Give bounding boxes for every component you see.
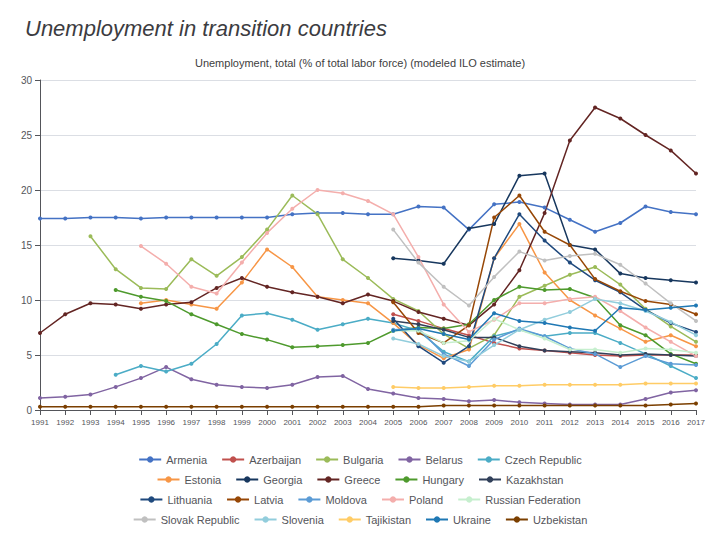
svg-text:2007: 2007 [435,418,453,427]
svg-text:2001: 2001 [283,418,301,427]
svg-text:2010: 2010 [510,418,528,427]
svg-text:1992: 1992 [56,418,74,427]
svg-text:15: 15 [21,240,33,251]
svg-text:Unemployment, total (% of tota: Unemployment, total (% of total labor fo… [195,57,525,69]
svg-text:2013: 2013 [586,418,604,427]
svg-text:30: 30 [21,75,33,86]
svg-text:2014: 2014 [611,418,629,427]
svg-text:5: 5 [26,350,32,361]
svg-text:1991: 1991 [31,418,49,427]
svg-text:Slovak Republic: Slovak Republic [161,514,240,526]
svg-text:1997: 1997 [182,418,200,427]
svg-text:2017: 2017 [687,418,705,427]
svg-text:Georgia: Georgia [263,474,303,486]
svg-text:2003: 2003 [334,418,352,427]
svg-text:2006: 2006 [410,418,428,427]
svg-text:1995: 1995 [132,418,150,427]
svg-text:2002: 2002 [309,418,327,427]
svg-text:Moldova: Moldova [325,494,367,506]
svg-text:1999: 1999 [233,418,251,427]
svg-text:1998: 1998 [208,418,226,427]
svg-text:1994: 1994 [107,418,125,427]
svg-text:Unemployment in transition cou: Unemployment in transition countries [25,16,387,41]
svg-text:Lithuania: Lithuania [167,494,213,506]
svg-text:Azerbaijan: Azerbaijan [249,454,301,466]
svg-text:2012: 2012 [561,418,579,427]
svg-text:Poland: Poland [409,494,443,506]
svg-text:1993: 1993 [82,418,100,427]
svg-text:10: 10 [21,295,33,306]
svg-text:Hungary: Hungary [422,474,464,486]
svg-text:2000: 2000 [258,418,276,427]
svg-text:0: 0 [26,405,32,416]
svg-text:Latvia: Latvia [254,494,284,506]
svg-text:Greece: Greece [344,474,380,486]
svg-text:2009: 2009 [485,418,503,427]
svg-text:2004: 2004 [359,418,377,427]
svg-text:Bulgaria: Bulgaria [343,454,384,466]
svg-text:Uzbekistan: Uzbekistan [533,514,587,526]
svg-text:2008: 2008 [460,418,478,427]
svg-text:2005: 2005 [384,418,402,427]
svg-text:20: 20 [21,185,33,196]
svg-text:Armenia: Armenia [166,454,208,466]
svg-text:Czech Republic: Czech Republic [505,454,583,466]
svg-text:Belarus: Belarus [425,454,463,466]
svg-text:Kazakhstan: Kazakhstan [506,474,563,486]
svg-text:Russian Federation: Russian Federation [485,494,580,506]
svg-text:Slovenia: Slovenia [282,514,325,526]
svg-text:25: 25 [21,130,33,141]
svg-text:2016: 2016 [662,418,680,427]
svg-text:1996: 1996 [157,418,175,427]
svg-text:2011: 2011 [536,418,554,427]
svg-text:Tajikistan: Tajikistan [366,514,411,526]
svg-text:2015: 2015 [637,418,655,427]
svg-text:Ukraine: Ukraine [453,514,491,526]
svg-text:Estonia: Estonia [185,474,223,486]
